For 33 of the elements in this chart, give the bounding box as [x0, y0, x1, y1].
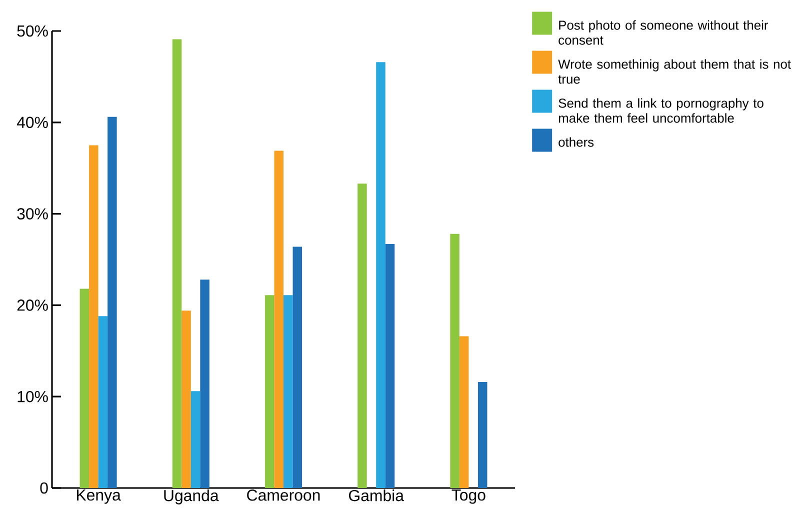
y-tick-label: 50% [17, 25, 48, 37]
y-tick-label: 20% [17, 300, 48, 311]
bar [358, 184, 367, 488]
bar [459, 336, 469, 488]
y-tick-label: 40% [16, 116, 48, 128]
y-tick-label: 30% [17, 208, 48, 220]
bar [376, 62, 386, 488]
x-tick-label: Cameroon [247, 490, 320, 501]
legend-label: Post photo of someone without their consent [558, 20, 768, 45]
legend-label: Send them a link to pornography to make them feel uncomfortable [558, 98, 764, 123]
legend-label: others [558, 137, 594, 147]
bar [190, 391, 200, 488]
bar [89, 145, 98, 488]
bar [450, 234, 460, 488]
bar [200, 280, 210, 488]
bar [385, 244, 395, 488]
bar [108, 116, 117, 488]
bar [284, 295, 293, 488]
bar [80, 288, 90, 488]
x-tick-label: Uganda [164, 490, 219, 504]
bar [172, 39, 182, 488]
bar [264, 295, 274, 488]
legend-label: Wrote somethinig about them that is not true [558, 59, 791, 84]
y-tick-label: 10% [18, 390, 48, 402]
x-tick-label: Togo [452, 490, 486, 504]
bar [478, 382, 488, 488]
bar [292, 246, 302, 488]
x-tick-label: Kenya [77, 490, 121, 504]
bar [182, 310, 191, 488]
x-tick-label: Gambia [348, 490, 404, 502]
y-tick-label: 0 [40, 482, 48, 494]
bar [98, 316, 108, 488]
bar [274, 150, 284, 488]
